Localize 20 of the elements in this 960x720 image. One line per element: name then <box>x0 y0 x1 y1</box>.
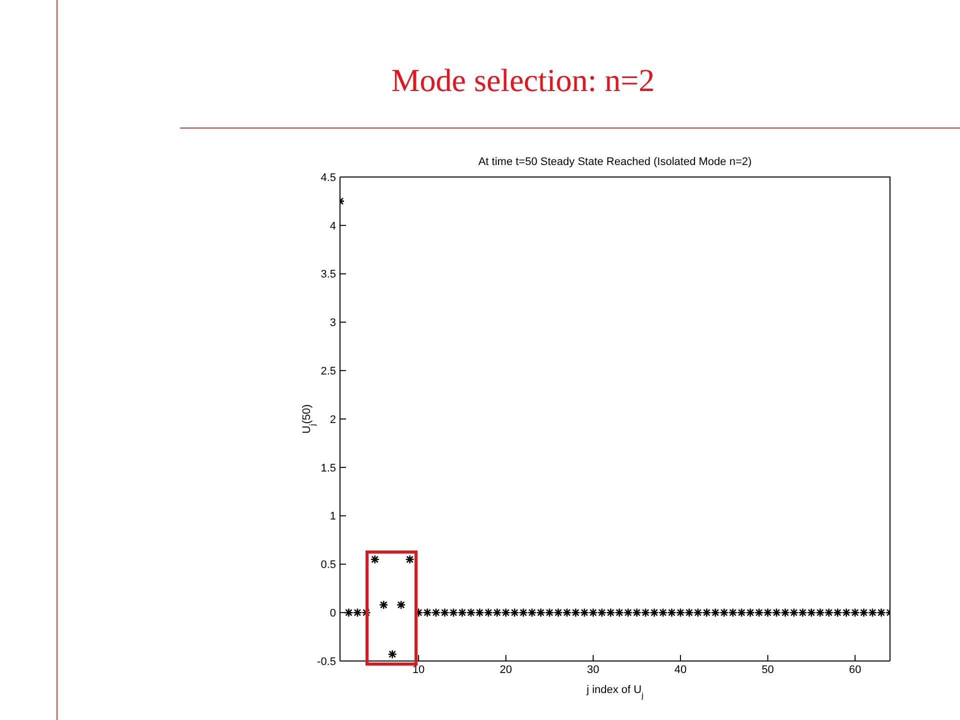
chart-subtitle: At time t=50 Steady State Reached (Isolated Mode n=2) <box>478 156 752 168</box>
x-tick-label: 30 <box>587 664 600 676</box>
y-tick-label: 2 <box>330 414 336 426</box>
chart-title: Mode selection: n=2 <box>390 62 656 99</box>
x-tick-label: 10 <box>412 664 425 676</box>
x-axis-title: j index of U$_{j}$ <box>586 684 644 700</box>
y-tick-label: 3 <box>330 317 336 330</box>
x-tick-label: 60 <box>848 664 862 676</box>
x-tick-label: 20 <box>500 664 512 676</box>
y-tick-label: 0 <box>330 608 336 620</box>
y-tick-label: -0.5 <box>317 656 336 668</box>
y-tick-label: 4 <box>330 220 336 232</box>
y-tick-label: 2.5 <box>320 366 336 378</box>
y-tick-label: 4.5 <box>320 172 336 184</box>
y-tick-label: 1 <box>330 510 336 523</box>
y-tick-label: 0.5 <box>320 559 336 572</box>
y-tick-label: 1.5 <box>320 462 336 474</box>
x-tick-label: 40 <box>674 664 687 676</box>
x-tick-label: 50 <box>762 664 774 676</box>
y-tick-label: 3.5 <box>320 268 336 281</box>
